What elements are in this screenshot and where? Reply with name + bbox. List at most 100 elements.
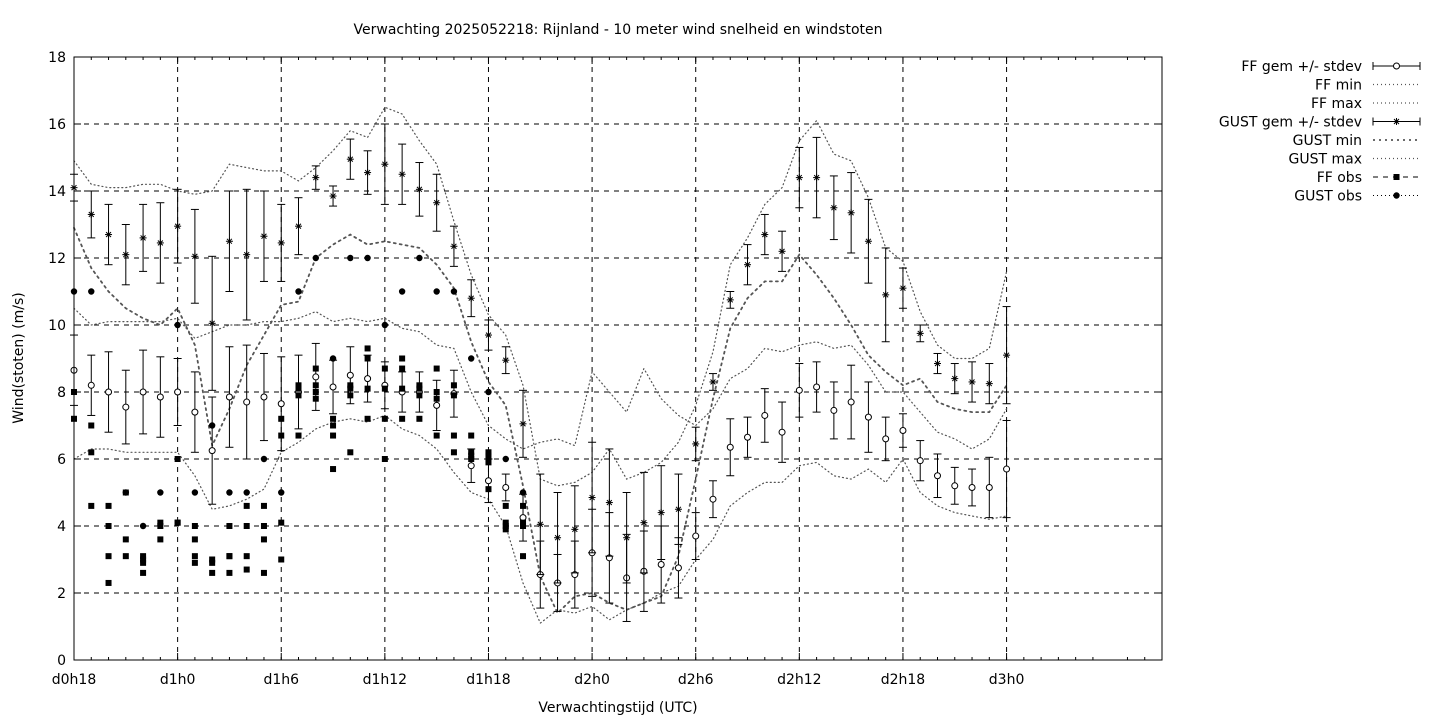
gust-mean-point xyxy=(933,360,941,368)
ff-obs-point xyxy=(347,382,354,389)
gust-mean-point xyxy=(122,251,130,259)
ff-obs-point xyxy=(381,415,388,422)
x-tick-label: d3h0 xyxy=(989,672,1025,688)
legend-item: GUST gem +/- stdev xyxy=(1219,115,1421,131)
ff-min-line xyxy=(73,414,1008,625)
ff-obs-point xyxy=(191,559,198,566)
gust-mean-point xyxy=(554,534,562,542)
ff-mean-point xyxy=(87,381,95,389)
ff-obs-point xyxy=(191,553,198,560)
ff-obs-point xyxy=(226,523,233,529)
y-tick-label: 10 xyxy=(48,318,66,334)
y-tick-label: 18 xyxy=(48,50,66,66)
gust-mean-point xyxy=(847,209,855,217)
ff-obs-point xyxy=(364,345,371,352)
ff-obs-point xyxy=(243,502,250,509)
ff-obs-point xyxy=(347,385,354,392)
ff-mean-point xyxy=(933,472,941,480)
ff-obs-point xyxy=(381,365,388,372)
ff-obs-point xyxy=(347,392,354,399)
legend-label: GUST gem +/- stdev xyxy=(1219,115,1362,131)
gust-mean-point xyxy=(657,509,665,517)
gust-obs-point xyxy=(88,288,95,295)
ff-obs-point xyxy=(260,523,267,529)
ff-obs-point xyxy=(416,392,423,399)
ff-obs-point xyxy=(485,452,492,459)
ff-obs-point xyxy=(226,553,233,560)
gust-mean-point xyxy=(830,204,838,212)
ff-mean-point xyxy=(484,477,492,485)
ff-mean-point xyxy=(225,393,233,401)
legend-marker xyxy=(1393,62,1400,70)
legend-label: GUST min xyxy=(1293,133,1362,149)
ff-obs-point xyxy=(364,355,371,362)
ff-mean-point xyxy=(312,373,320,381)
ff-obs-point xyxy=(157,519,164,526)
legend-item: FF max xyxy=(1311,96,1420,112)
x-tick-label: d2h6 xyxy=(678,672,714,688)
ff-obs-point xyxy=(105,579,112,586)
x-tick-label: d0h18 xyxy=(52,672,96,688)
gust-obs-point xyxy=(433,288,440,295)
ff-obs-point xyxy=(485,459,492,466)
ff-mean-point xyxy=(657,561,665,569)
gust-mean-point xyxy=(761,231,769,239)
gust-mean-point xyxy=(398,170,406,178)
ff-mean-point xyxy=(761,411,769,419)
ff-obs-point xyxy=(433,365,440,372)
gust-mean-point xyxy=(381,160,389,168)
gust-mean-point xyxy=(588,494,596,502)
legend-item: FF gem +/- stdev xyxy=(1241,59,1421,75)
x-tick-label: d1h6 xyxy=(263,672,299,688)
ff-obs-point xyxy=(330,415,337,422)
legend: FF gem +/- stdev FF min FF max GUST gem +/-… xyxy=(1219,59,1421,205)
gust-obs-point xyxy=(381,321,389,329)
ff-mean-point xyxy=(208,447,216,455)
gust-mean-point xyxy=(225,237,233,245)
ff-obs-point xyxy=(295,392,302,399)
ff-obs-point xyxy=(260,536,267,543)
ff-obs-point xyxy=(191,536,198,543)
ff-obs-point xyxy=(243,566,250,573)
ff-mean-point xyxy=(174,388,182,396)
ff-obs-point xyxy=(105,553,112,560)
x-tick-label: d2h0 xyxy=(574,672,610,688)
ff-obs-point xyxy=(364,415,371,422)
gust-mean-point xyxy=(605,499,613,507)
gust-mean-point xyxy=(277,239,285,247)
gust-obs-point xyxy=(208,422,216,429)
ff-obs-point xyxy=(450,392,457,399)
ff-obs-point xyxy=(88,449,95,456)
ff-obs-point xyxy=(433,389,440,395)
ff-mean-point xyxy=(830,406,838,414)
gust-mean-point xyxy=(916,329,924,337)
gust-mean-point xyxy=(813,174,821,182)
chart-title: Verwachting 2025052218: Rijnland - 10 me… xyxy=(354,22,883,38)
gust-mean-point xyxy=(968,378,976,386)
gust-mean-point xyxy=(467,294,475,302)
ff-mean-point xyxy=(364,375,372,383)
ff-obs-point xyxy=(416,385,423,392)
gust-mean-point xyxy=(450,242,458,250)
gust-mean-point xyxy=(744,261,752,269)
ff-max-line xyxy=(73,307,1008,450)
gust-obs-point xyxy=(468,355,475,362)
ff-obs-point xyxy=(105,523,112,529)
gust-mean-point xyxy=(208,319,216,327)
gust-mean-point xyxy=(899,284,907,292)
ff-obs-point xyxy=(140,559,147,566)
ff-mean-point xyxy=(985,483,993,491)
gust-mean-point xyxy=(364,169,372,177)
ff-mean-point xyxy=(692,532,700,540)
gust-obs-point xyxy=(312,254,319,262)
plot-frame xyxy=(73,56,1163,661)
ff-mean-point xyxy=(709,495,717,503)
ff-obs-point xyxy=(157,523,164,529)
gust-mean-point xyxy=(674,505,682,513)
gust-mean-point xyxy=(191,252,199,260)
ff-obs-point xyxy=(295,432,302,439)
x-tick-label: d1h12 xyxy=(363,672,407,688)
gust-mean-point xyxy=(640,519,648,527)
ff-obs-point xyxy=(502,526,509,533)
y-axis-label: Wind(stoten) (m/s) xyxy=(11,292,27,423)
